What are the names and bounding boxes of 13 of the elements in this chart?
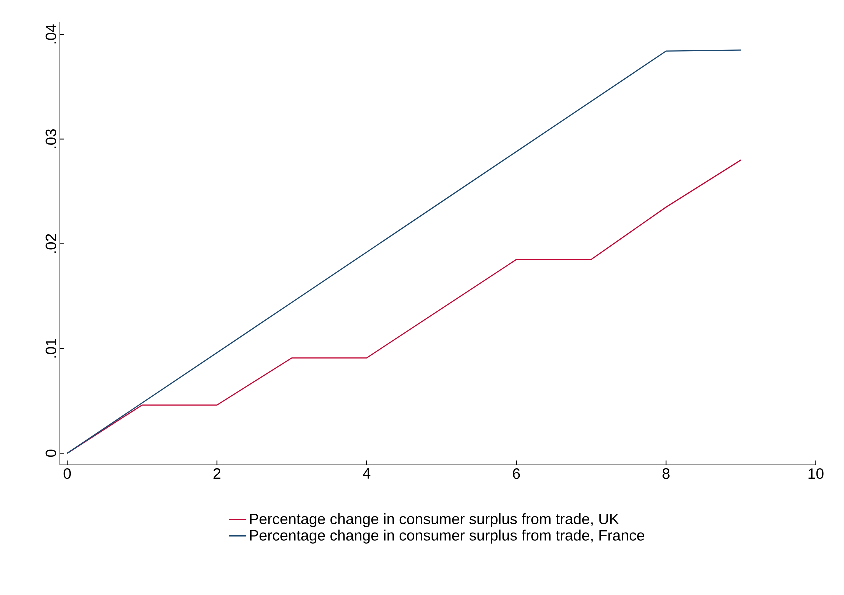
y-tick-label: .03 bbox=[46, 130, 56, 148]
x-tick-label: 4 bbox=[363, 468, 371, 479]
x-tick-label: 8 bbox=[662, 468, 670, 480]
x-tick-label: 6 bbox=[513, 468, 520, 480]
legend-label: Percentage change in consumer surplus from trade, UK bbox=[250, 514, 620, 528]
y-tick-label: .01 bbox=[46, 339, 56, 358]
x-tick-label: 0 bbox=[64, 468, 72, 480]
y-tick-label: .04 bbox=[46, 24, 56, 44]
y-tick-label: .02 bbox=[46, 234, 56, 254]
y-tick-label: 0 bbox=[46, 450, 56, 458]
x-tick-label: 10 bbox=[808, 468, 824, 480]
legend-label: Percentage change in consumer surplus from trade, France bbox=[250, 530, 644, 544]
x-tick-label: 2 bbox=[214, 468, 221, 480]
